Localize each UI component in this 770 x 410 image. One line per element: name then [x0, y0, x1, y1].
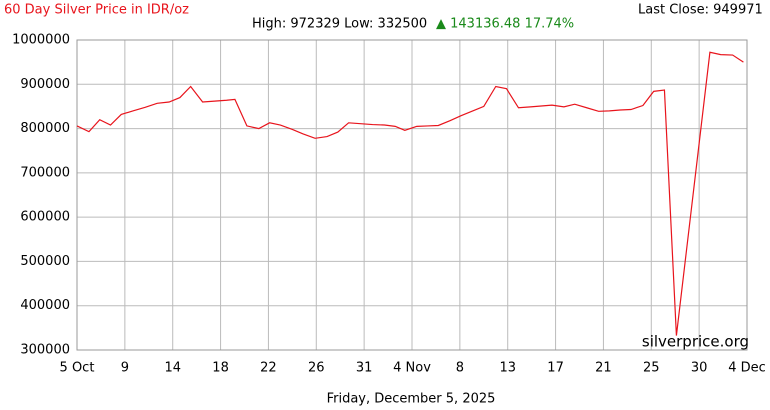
- y-tick-label: 700000: [20, 165, 70, 180]
- x-tick-label: 8: [456, 361, 464, 376]
- chart-title: 60 Day Silver Price in IDR/oz: [4, 3, 189, 18]
- y-tick-label: 1000000: [12, 33, 70, 48]
- y-tick-label: 300000: [20, 343, 70, 358]
- y-tick-label: 500000: [20, 254, 70, 269]
- watermark: silverprice.org: [642, 333, 749, 351]
- y-tick-label: 600000: [20, 210, 70, 225]
- change: ▲ 143136.48 17.74%: [436, 17, 574, 32]
- x-tick-label: 31: [356, 361, 373, 376]
- x-tick-label: 9: [121, 361, 129, 376]
- last-close: Last Close: 949971: [638, 3, 763, 18]
- x-tick-label: 5 Oct: [60, 361, 95, 376]
- price-line: [76, 51, 744, 336]
- y-tick-label: 800000: [20, 121, 70, 136]
- date-label: Friday, December 5, 2025: [327, 392, 496, 407]
- x-tick-label: 4 Nov: [393, 361, 431, 376]
- x-tick-label: 26: [308, 361, 325, 376]
- x-tick-label: 25: [643, 361, 660, 376]
- plot-frame: [76, 39, 748, 351]
- y-tick-label: 900000: [20, 77, 70, 92]
- x-tick-label: 30: [691, 361, 708, 376]
- x-tick-label: 4 Dec: [728, 361, 766, 376]
- x-tick-label: 22: [260, 361, 277, 376]
- high-low: High: 972329 Low: 332500: [252, 17, 427, 32]
- y-tick-label: 400000: [20, 298, 70, 313]
- x-tick-label: 13: [499, 361, 516, 376]
- x-tick-label: 14: [164, 361, 181, 376]
- x-tick-label: 18: [212, 361, 229, 376]
- x-tick-label: 17: [547, 361, 564, 376]
- x-tick-label: 21: [595, 361, 612, 376]
